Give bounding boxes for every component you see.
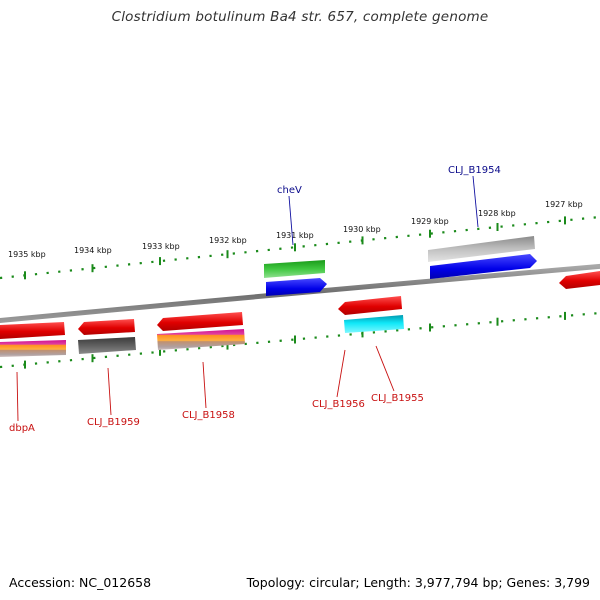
tick-label-1934: 1934 kbp [74,246,112,255]
label-CLJ_B1955[interactable]: CLJ_B1955 [371,393,424,404]
leader-dbpA [16,371,19,422]
tick-label-1930: 1930 kbp [343,225,381,234]
gene-CLJ_B1959-red[interactable] [78,319,135,335]
gene-CLJ_B1959-dark[interactable] [78,337,136,354]
label-leaders [16,175,479,422]
gene-right-edge-red[interactable] [559,271,600,289]
tick-label-1935: 1935 kbp [8,250,46,259]
gene-CLJ_B1954-blue[interactable] [430,254,537,279]
leader-cheV [288,195,294,246]
tick-labels: 1935 kbp 1934 kbp 1933 kbp 1932 kbp 1931… [8,200,583,259]
gene-CLJ_B1954-gray[interactable] [428,236,535,262]
outer-scale [0,215,600,280]
tick-label-1932: 1932 kbp [209,236,247,245]
gene-cheV-blue[interactable] [266,278,327,296]
leader-CLJ_B1959 [107,367,112,416]
map-title: Clostridium botulinum Ba4 str. 657, comp… [111,9,489,25]
reverse-genes [0,271,600,357]
forward-genes [264,236,537,296]
gene-CLJ_B1955-cyan[interactable] [344,315,404,333]
gene-CLJ_B1958-stripes[interactable] [157,329,245,350]
inner-scale [0,311,600,369]
label-CLJ_B1959[interactable]: CLJ_B1959 [87,417,140,428]
leader-CLJ_B1956 [336,349,346,398]
leader-CLJ_B1958 [202,361,207,409]
leader-CLJ_B1955 [375,345,395,392]
label-dbpA[interactable]: dbpA [9,423,35,434]
label-CLJ_B1958[interactable]: CLJ_B1958 [182,410,235,421]
gene-dbpA-stripes[interactable] [0,340,66,357]
topology-text: Topology: circular; Length: 3,977,794 bp… [246,575,590,590]
tick-label-1933: 1933 kbp [142,242,180,251]
label-CLJ_B1954[interactable]: CLJ_B1954 [448,165,501,176]
leader-CLJ_B1954 [472,175,479,228]
tick-label-1927: 1927 kbp [545,200,583,209]
gene-dbpA-red[interactable] [0,322,65,339]
gene-CLJ_B1956-red[interactable] [338,296,402,315]
gene-CLJ_B1958-red[interactable] [157,312,243,331]
label-CLJ_B1956[interactable]: CLJ_B1956 [312,399,365,410]
accession-text: Accession: NC_012658 [9,575,152,590]
tick-label-1931: 1931 kbp [276,231,314,240]
gene-labels: cheV CLJ_B1954 dbpA CLJ_B1959 CLJ_B1958 … [9,165,501,434]
tick-label-1928: 1928 kbp [478,209,516,218]
gene-cheV-green[interactable] [264,260,325,278]
tick-label-1929: 1929 kbp [411,217,449,226]
label-cheV[interactable]: cheV [277,185,302,196]
